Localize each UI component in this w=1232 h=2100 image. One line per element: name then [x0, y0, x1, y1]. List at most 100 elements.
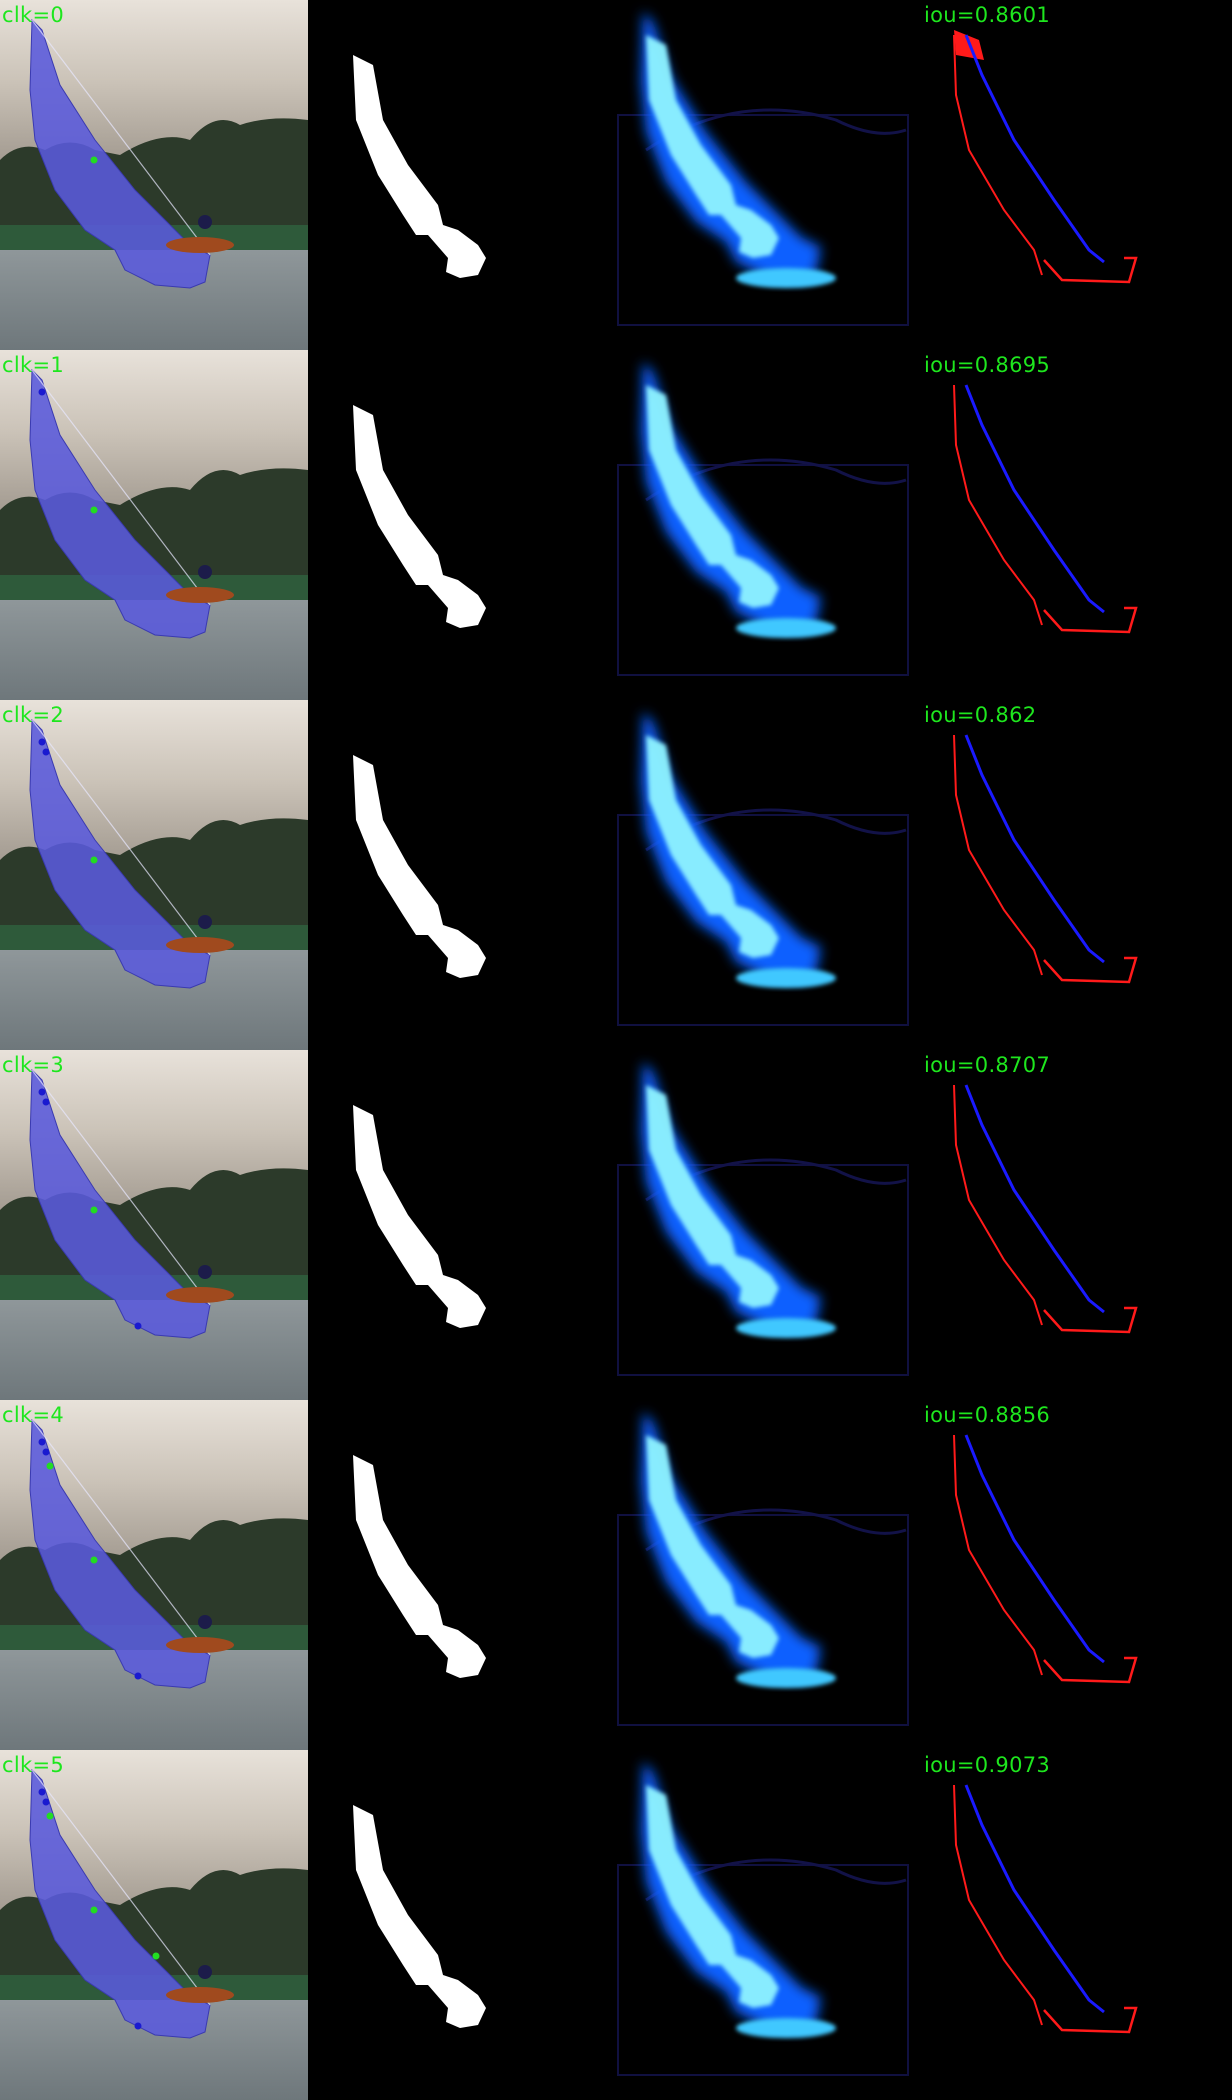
false-positive-edge	[964, 734, 1105, 964]
click-count-label: clk=3	[2, 1053, 64, 1077]
sail-overlay	[29, 718, 211, 989]
click-count-label: clk=1	[2, 353, 64, 377]
input-image-with-clicks: clk=1	[0, 350, 308, 700]
negative-click	[38, 1438, 46, 1446]
mast	[31, 1769, 211, 2006]
hull	[166, 237, 234, 253]
ground-truth-mask	[308, 700, 616, 1050]
error-map: iou=0.8601	[924, 0, 1232, 350]
predicted-mask	[353, 1455, 486, 1678]
sailor	[198, 215, 212, 229]
click-count-label: clk=0	[2, 3, 64, 27]
iou-label: iou=0.9073	[924, 1753, 1051, 1777]
prob-core	[646, 385, 779, 608]
faint-boundary	[617, 1164, 909, 1376]
hull	[166, 1987, 234, 2003]
prob-glow	[641, 12, 821, 280]
predicted-mask	[353, 405, 486, 628]
false-positive-edge	[964, 1784, 1105, 2014]
faint-boundary	[617, 1514, 909, 1726]
false-negative-edge	[953, 1784, 1043, 2026]
false-negative-base	[1043, 956, 1138, 984]
prob-glow	[641, 712, 821, 980]
ground-truth-mask	[308, 1400, 616, 1750]
ground-truth-mask	[308, 1050, 616, 1400]
probability-map	[616, 1750, 924, 2100]
prob-glow	[641, 362, 821, 630]
iou-label: iou=0.862	[924, 703, 1037, 727]
prob-base	[736, 1668, 836, 1688]
input-image-with-clicks: clk=4	[0, 1400, 308, 1750]
mast	[31, 1419, 211, 1656]
negative-click	[38, 1088, 46, 1096]
error-map: iou=0.9073	[924, 1750, 1232, 2100]
prob-core	[646, 735, 779, 958]
sail-overlay	[29, 1418, 211, 1689]
prob-core	[646, 35, 779, 258]
result-row: clk=3	[0, 1050, 1232, 1400]
input-image-with-clicks: clk=2	[0, 700, 308, 1050]
iou-label: iou=0.8695	[924, 353, 1051, 377]
hull	[166, 1287, 234, 1303]
input-image-with-clicks: clk=0	[0, 0, 308, 350]
click-count-label: clk=4	[2, 1403, 64, 1427]
positive-click	[152, 1952, 160, 1960]
hull	[166, 587, 234, 603]
iou-label: iou=0.8601	[924, 3, 1051, 27]
probability-map	[616, 0, 924, 350]
ground-truth-mask	[308, 1750, 616, 2100]
predicted-mask	[353, 1105, 486, 1328]
false-negative-edge	[953, 1434, 1043, 1676]
negative-click	[38, 388, 46, 396]
false-positive-edge	[964, 384, 1105, 614]
mast	[31, 19, 211, 256]
negative-click	[42, 748, 50, 756]
hull	[166, 937, 234, 953]
negative-click	[134, 2022, 142, 2030]
positive-click	[90, 156, 98, 164]
prob-glow	[641, 1762, 821, 2030]
false-positive-edge	[964, 1434, 1105, 1664]
prob-core	[646, 1785, 779, 2008]
probability-map	[616, 1050, 924, 1400]
sailor	[198, 1615, 212, 1629]
negative-click	[42, 1798, 50, 1806]
error-map: iou=0.8695	[924, 350, 1232, 700]
false-negative-base	[1043, 1656, 1138, 1684]
negative-click	[38, 1788, 46, 1796]
negative-click	[42, 1098, 50, 1106]
click-count-label: clk=5	[2, 1753, 64, 1777]
probability-map	[616, 700, 924, 1050]
input-image-with-clicks: clk=3	[0, 1050, 308, 1400]
error-map: iou=0.8707	[924, 1050, 1232, 1400]
sailor	[198, 1965, 212, 1979]
prob-base	[736, 2018, 836, 2038]
positive-click	[90, 506, 98, 514]
faint-boundary	[617, 814, 909, 1026]
ground-truth-mask	[308, 0, 616, 350]
prob-core	[646, 1435, 779, 1658]
false-negative-edge	[953, 34, 1043, 276]
false-negative-edge	[953, 1084, 1043, 1326]
sailor	[198, 1265, 212, 1279]
iou-label: iou=0.8856	[924, 1403, 1051, 1427]
predicted-mask	[353, 755, 486, 978]
prob-base	[736, 968, 836, 988]
mast	[31, 1069, 211, 1306]
false-negative-base	[1043, 2006, 1138, 2034]
faint-boundary	[617, 114, 909, 326]
mast	[31, 719, 211, 956]
result-row: clk=5	[0, 1750, 1232, 2100]
input-image-with-clicks: clk=5	[0, 1750, 308, 2100]
sail-overlay	[29, 368, 211, 639]
prob-base	[736, 618, 836, 638]
false-negative-edge	[953, 734, 1043, 976]
hull	[166, 1637, 234, 1653]
click-count-label: clk=2	[2, 703, 64, 727]
false-positive-edge	[964, 1084, 1105, 1314]
probability-map	[616, 1400, 924, 1750]
negative-click	[134, 1672, 142, 1680]
false-positive-edge	[964, 34, 1105, 264]
result-row: clk=0	[0, 0, 1232, 350]
